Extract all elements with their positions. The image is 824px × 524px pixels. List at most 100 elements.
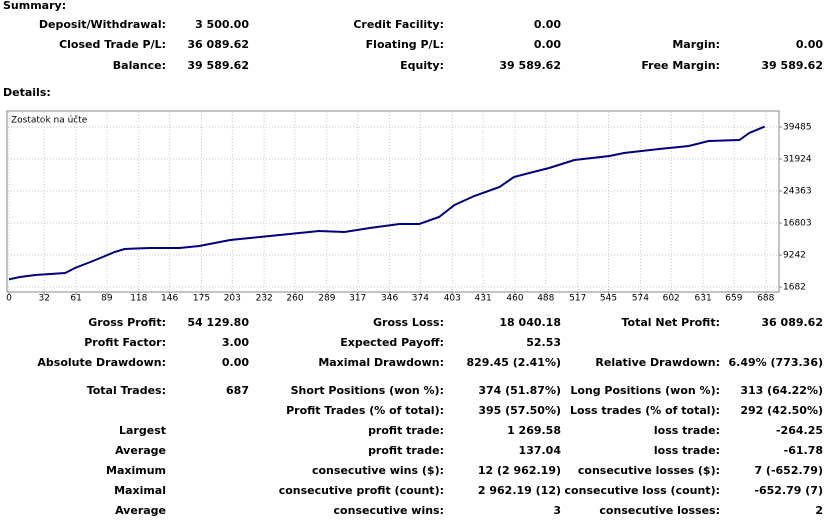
y-tick-label: 24363 xyxy=(783,187,812,197)
x-tick-label: 631 xyxy=(695,294,712,304)
x-tick-label: 0 xyxy=(6,294,12,304)
x-tick-label: 688 xyxy=(757,294,774,304)
y-tick-label: 16803 xyxy=(783,219,812,229)
field-label: Margin: xyxy=(672,38,720,51)
field-value: 3 500.00 xyxy=(195,18,249,31)
x-tick-label: 146 xyxy=(161,294,178,304)
field-label: Deposit/Withdrawal: xyxy=(38,18,166,31)
field-label: loss trade: xyxy=(653,424,720,437)
x-tick-label: 374 xyxy=(412,294,429,304)
x-tick-label: 203 xyxy=(224,294,241,304)
field-label: Long Positions (won %): xyxy=(570,384,720,397)
field-label: Balance: xyxy=(112,59,166,72)
field-value: 39 589.62 xyxy=(761,59,823,72)
field-value: 687 xyxy=(226,384,249,397)
field-label: Free Margin: xyxy=(641,59,720,72)
field-label: loss trade: xyxy=(653,444,720,457)
field-label: Total Net Profit: xyxy=(621,316,721,329)
y-tick-label: 9242 xyxy=(783,251,806,261)
field-value: 18 040.18 xyxy=(499,316,561,329)
x-tick-label: 175 xyxy=(193,294,210,304)
field-label: consecutive profit (count): xyxy=(278,484,444,497)
x-tick-label: 32 xyxy=(38,294,49,304)
x-tick-label: 659 xyxy=(725,294,742,304)
field-value: 137.04 xyxy=(518,444,561,457)
field-label: Expected Payoff: xyxy=(340,336,444,349)
x-tick-label: 232 xyxy=(256,294,273,304)
y-tick-label: 39485 xyxy=(783,122,812,132)
field-value: 313 (64.22%) xyxy=(740,384,823,397)
field-label: Equity: xyxy=(400,59,444,72)
field-value: 36 089.62 xyxy=(187,38,249,51)
field-label: Maximum xyxy=(106,464,166,477)
x-tick-label: 545 xyxy=(600,294,617,304)
x-tick-label: 602 xyxy=(663,294,680,304)
field-label: Maximal xyxy=(114,484,166,497)
field-label: consecutive losses ($): xyxy=(577,464,720,477)
chart: Zostatok na účte 1682 9242 16803 24363 31924… xyxy=(6,110,812,304)
field-label: Maximal Drawdown: xyxy=(318,356,444,369)
y-tick-label: 1682 xyxy=(783,283,806,293)
field-label: consecutive wins ($): xyxy=(311,464,444,477)
field-value: 39 589.62 xyxy=(499,59,561,72)
x-tick-label: 61 xyxy=(70,294,81,304)
field-value: 0.00 xyxy=(533,18,561,31)
x-tick-label: 431 xyxy=(475,294,492,304)
x-tick-label: 346 xyxy=(381,294,398,304)
field-label: Gross Profit: xyxy=(88,316,166,329)
x-tick-label: 118 xyxy=(130,294,147,304)
field-value: 54 129.80 xyxy=(187,316,249,329)
field-value: 12 (2 962.19) xyxy=(477,464,561,477)
field-label: Short Positions (won %): xyxy=(290,384,444,397)
field-value: 3.00 xyxy=(221,336,249,349)
field-value: 0.00 xyxy=(795,38,823,51)
field-value: 2 xyxy=(815,504,823,517)
y-tick-label: 31924 xyxy=(783,155,812,165)
field-label: Floating P/L: xyxy=(365,38,444,51)
field-label: Profit Factor: xyxy=(84,336,166,349)
field-label: Closed Trade P/L: xyxy=(59,38,166,51)
x-tick-label: 517 xyxy=(569,294,586,304)
field-value: -264.25 xyxy=(775,424,823,437)
field-value: 36 089.62 xyxy=(761,316,823,329)
plot-frame xyxy=(6,110,780,293)
field-label: Average xyxy=(115,504,166,517)
field-value: 0.00 xyxy=(221,356,249,369)
field-label: Credit Facility: xyxy=(353,18,444,31)
field-label: Profit Trades (% of total): xyxy=(286,404,444,417)
field-label: Relative Drawdown: xyxy=(595,356,720,369)
field-value: 829.45 (2.41%) xyxy=(466,356,562,369)
x-tick-label: 460 xyxy=(506,294,523,304)
field-value: -61.78 xyxy=(783,444,823,457)
field-value: -652.79 (7) xyxy=(754,484,823,497)
field-label: consecutive wins: xyxy=(333,504,444,517)
field-value: 2 962.19 (12) xyxy=(477,484,561,497)
field-value: 374 (51.87%) xyxy=(478,384,561,397)
field-label: Loss trades (% of total): xyxy=(569,404,720,417)
field-label: consecutive loss (count): xyxy=(564,484,720,497)
field-label: profit trade: xyxy=(368,424,444,437)
x-tick-label: 488 xyxy=(537,294,554,304)
x-tick-label: 89 xyxy=(101,294,113,304)
chart-title: Zostatok na účte xyxy=(11,115,88,126)
field-label: Largest xyxy=(119,424,166,437)
field-value: 3 xyxy=(553,504,561,517)
field-value: 292 (42.50%) xyxy=(740,404,823,417)
field-value: 7 (-652.79) xyxy=(754,464,823,477)
field-label: Average xyxy=(115,444,166,457)
x-tick-label: 289 xyxy=(318,294,335,304)
field-label: profit trade: xyxy=(368,444,444,457)
field-value: 395 (57.50%) xyxy=(478,404,561,417)
field-label: consecutive losses: xyxy=(599,504,720,517)
x-tick-label: 317 xyxy=(349,294,366,304)
x-tick-label: 574 xyxy=(632,294,649,304)
field-value: 1 269.58 xyxy=(507,424,561,437)
field-label: Absolute Drawdown: xyxy=(37,356,166,369)
field-value: 6.49% (773.36) xyxy=(728,356,824,369)
field-value: 39 589.62 xyxy=(187,59,249,72)
x-tick-label: 403 xyxy=(444,294,461,304)
field-value: 0.00 xyxy=(533,38,561,51)
balance-line xyxy=(8,125,766,281)
section-title: Summary: xyxy=(3,0,67,12)
